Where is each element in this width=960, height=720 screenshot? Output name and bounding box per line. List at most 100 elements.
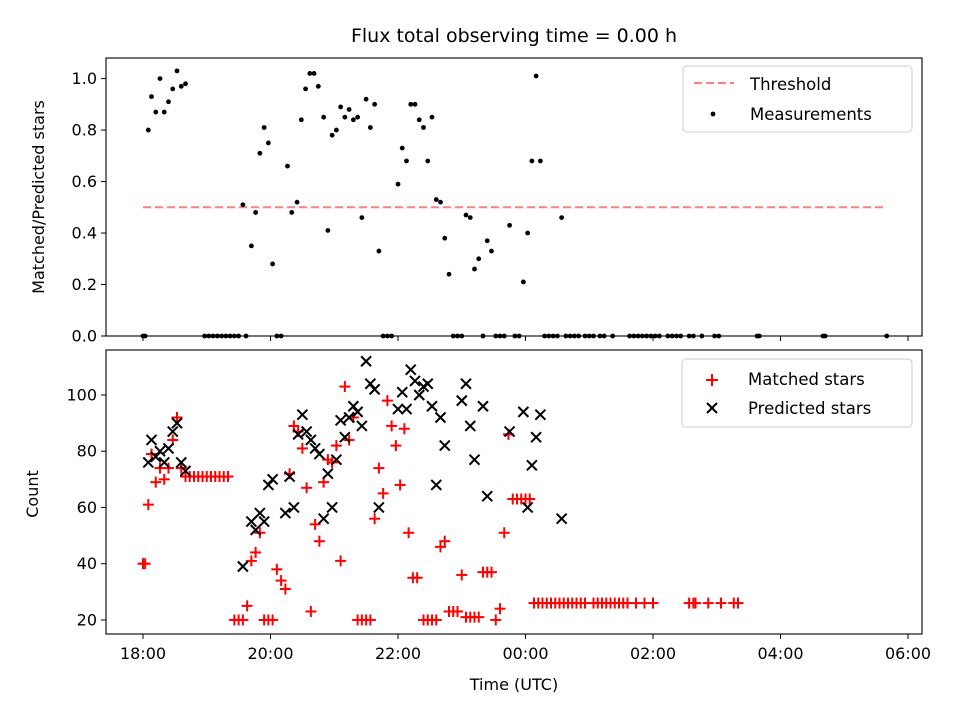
measurement-point bbox=[248, 243, 254, 249]
matched-star-point bbox=[411, 572, 423, 584]
matched-star-point bbox=[222, 471, 234, 483]
legend-predicted-marker bbox=[706, 402, 718, 414]
x-tick-label: 02:00 bbox=[630, 644, 676, 663]
y-tick-label: 0.2 bbox=[72, 275, 97, 294]
measurement-point bbox=[442, 235, 448, 241]
measurement-point bbox=[472, 266, 477, 272]
predicted-star-point bbox=[534, 408, 547, 421]
measurement-point bbox=[333, 127, 339, 133]
matched-star-point bbox=[486, 566, 497, 578]
matched-star-point bbox=[158, 473, 170, 485]
predicted-star-point bbox=[254, 507, 266, 519]
measurement-point bbox=[404, 158, 409, 164]
measurement-point bbox=[399, 145, 405, 151]
matched-star-point bbox=[139, 558, 151, 570]
predicted-star-point bbox=[373, 501, 385, 514]
measurement-point bbox=[463, 212, 469, 218]
measurement-point bbox=[298, 117, 304, 123]
matched-star-point bbox=[690, 597, 701, 609]
bottom-y-axis-label: Count bbox=[23, 470, 42, 518]
matched-star-point bbox=[305, 606, 317, 618]
predicted-star-point bbox=[145, 434, 158, 446]
measurement-point bbox=[329, 132, 335, 138]
matched-star-point bbox=[267, 614, 279, 626]
predicted-star-point bbox=[317, 513, 330, 525]
predicted-star-point bbox=[460, 378, 472, 390]
predicted-star-point bbox=[409, 375, 421, 387]
predicted-star-point bbox=[283, 470, 296, 483]
predicted-star-point bbox=[258, 515, 270, 528]
predicted-star-point bbox=[249, 524, 262, 536]
predicted-star-point bbox=[422, 378, 434, 390]
measurement-point bbox=[355, 114, 361, 120]
predicted-star-point bbox=[334, 414, 347, 427]
legend-measurements-label: Measurements bbox=[750, 105, 872, 124]
predicted-star-point bbox=[555, 513, 568, 525]
y-tick-label: 20 bbox=[77, 610, 97, 629]
predicted-star-point bbox=[464, 420, 476, 432]
top-legend-box bbox=[682, 65, 913, 133]
matched-star-point bbox=[330, 440, 342, 452]
matched-star-point bbox=[241, 600, 253, 612]
y-tick-label: 0.6 bbox=[72, 172, 97, 191]
top-marks bbox=[140, 68, 890, 339]
predicted-star-point bbox=[405, 363, 417, 376]
predicted-star-point bbox=[167, 425, 179, 438]
measurement-point bbox=[240, 202, 246, 208]
predicted-star-point bbox=[392, 403, 404, 415]
predicted-star-point bbox=[413, 389, 425, 401]
matched-star-point bbox=[394, 479, 406, 491]
y-tick-label: 100 bbox=[66, 385, 97, 404]
y-tick-label: 1.0 bbox=[72, 69, 97, 88]
legend-threshold-label: Threshold bbox=[749, 75, 831, 94]
matched-star-point bbox=[245, 555, 257, 567]
measurement-point bbox=[311, 71, 317, 76]
measurement-point bbox=[350, 117, 356, 123]
measurement-point bbox=[346, 107, 352, 112]
measurement-point bbox=[421, 125, 426, 130]
measurement-point bbox=[315, 83, 321, 89]
legend-matched-marker bbox=[706, 374, 718, 386]
predicted-star-point bbox=[360, 355, 372, 367]
matched-star-point bbox=[715, 597, 727, 609]
measurement-point bbox=[537, 158, 543, 164]
matched-star-point bbox=[171, 411, 183, 423]
legend-matched-label: Matched stars bbox=[748, 370, 865, 389]
bottom-plot-frame bbox=[105, 349, 923, 635]
bottom-x-axis: 18:00 20:00 22:00 00:00 02:00 04:00 06:00 bbox=[120, 634, 931, 663]
predicted-star-point bbox=[154, 445, 166, 457]
bottom-y-axis: 20 40 60 80 100 bbox=[66, 385, 106, 629]
predicted-star-point bbox=[171, 417, 183, 429]
matched-star-point bbox=[439, 535, 451, 547]
matched-star-point bbox=[237, 614, 249, 626]
bottom-marks bbox=[137, 355, 744, 626]
measurement-point bbox=[376, 248, 382, 254]
y-tick-label: 80 bbox=[77, 442, 97, 461]
measurement-point bbox=[367, 125, 373, 130]
measurement-point bbox=[303, 86, 308, 92]
matched-star-point bbox=[386, 420, 398, 432]
measurement-point bbox=[157, 76, 163, 81]
top-legend: Threshold Measurements bbox=[682, 65, 913, 133]
measurement-point bbox=[325, 228, 331, 233]
matched-star-point bbox=[250, 546, 262, 558]
predicted-star-point bbox=[266, 473, 279, 486]
matched-star-point bbox=[373, 462, 385, 474]
measurement-point bbox=[321, 114, 327, 120]
predicted-star-point bbox=[245, 515, 258, 528]
predicted-star-point bbox=[313, 448, 326, 460]
top-panel: 0.0 0.2 0.4 0.6 0.8 1.0 Matched/Predicted sta… bbox=[29, 57, 923, 346]
matched-star-point bbox=[301, 482, 313, 494]
measurement-point bbox=[372, 101, 378, 107]
matched-star-point bbox=[364, 614, 376, 626]
predicted-star-point bbox=[396, 386, 408, 398]
matched-star-point bbox=[339, 381, 351, 393]
measurement-point bbox=[174, 68, 180, 74]
x-tick-label: 00:00 bbox=[502, 644, 548, 663]
measurement-point bbox=[183, 81, 188, 87]
measurement-point bbox=[529, 158, 535, 164]
predicted-star-point bbox=[288, 501, 300, 514]
matched-star-point bbox=[335, 555, 347, 567]
predicted-star-point bbox=[330, 453, 343, 466]
predicted-star-point bbox=[434, 411, 447, 424]
